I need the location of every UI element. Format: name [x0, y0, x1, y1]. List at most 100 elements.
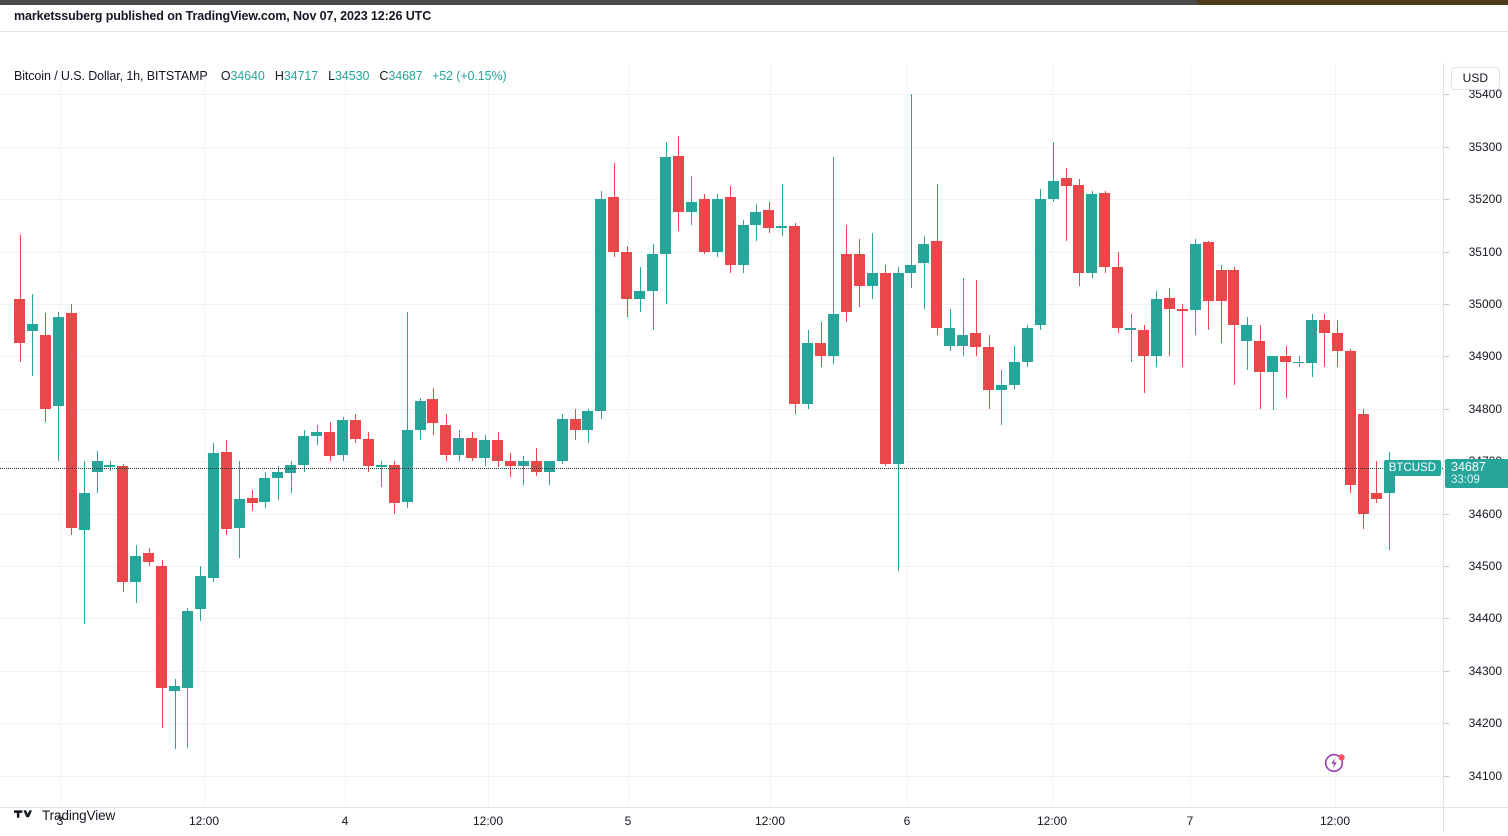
candle-body[interactable]: [402, 429, 413, 503]
candle-body[interactable]: [1164, 297, 1175, 310]
candle-body[interactable]: [1332, 332, 1343, 352]
candle-body[interactable]: [660, 157, 671, 255]
candle-body[interactable]: [1022, 327, 1033, 362]
candle-body[interactable]: [376, 465, 387, 467]
candle-body[interactable]: [130, 555, 141, 582]
candle-body[interactable]: [815, 343, 826, 357]
candle-body[interactable]: [427, 399, 438, 424]
candle-body[interactable]: [944, 327, 955, 346]
candle-body[interactable]: [621, 251, 632, 299]
candle-body[interactable]: [582, 411, 593, 430]
candle-body[interactable]: [867, 272, 878, 286]
candle-body[interactable]: [1009, 361, 1020, 386]
candle-body[interactable]: [27, 323, 38, 332]
candle-body[interactable]: [673, 156, 684, 213]
candle-body[interactable]: [169, 686, 180, 691]
candle-body[interactable]: [466, 437, 477, 459]
candle-body[interactable]: [789, 226, 800, 404]
candle-body[interactable]: [518, 461, 529, 467]
candle-body[interactable]: [53, 317, 64, 407]
candle-body[interactable]: [1267, 356, 1278, 373]
candle-body[interactable]: [1099, 192, 1110, 268]
candle-body[interactable]: [350, 420, 361, 440]
candle-body[interactable]: [1086, 193, 1097, 273]
candle-body[interactable]: [957, 335, 968, 346]
legend-symbol[interactable]: Bitcoin / U.S. Dollar, 1h, BITSTAMP: [14, 69, 208, 83]
price-axis[interactable]: 3540035300352003510035000349003480034700…: [1443, 63, 1508, 807]
candle-body[interactable]: [1073, 184, 1084, 273]
candle-body[interactable]: [234, 498, 245, 529]
candle-body[interactable]: [1358, 414, 1369, 514]
candle-body[interactable]: [570, 419, 581, 430]
chart-plot-area[interactable]: BTCUSD: [0, 63, 1443, 807]
candle-body[interactable]: [544, 461, 555, 472]
candle-body[interactable]: [66, 313, 77, 529]
candle-body[interactable]: [931, 241, 942, 328]
candle-body[interactable]: [208, 453, 219, 578]
candle-body[interactable]: [1177, 309, 1188, 311]
candle-body[interactable]: [92, 461, 103, 472]
candle-body[interactable]: [505, 461, 516, 467]
candle-body[interactable]: [970, 332, 981, 347]
candle-body[interactable]: [195, 576, 206, 609]
candle-body[interactable]: [117, 466, 128, 582]
candle-body[interactable]: [79, 492, 90, 531]
candle-body[interactable]: [156, 565, 167, 688]
candle-body[interactable]: [608, 196, 619, 252]
candle-body[interactable]: [247, 497, 258, 504]
candle-body[interactable]: [492, 440, 503, 462]
candle-body[interactable]: [918, 243, 929, 264]
candle-body[interactable]: [1254, 340, 1265, 373]
candle-body[interactable]: [750, 212, 761, 226]
price-line-symbol-badge[interactable]: BTCUSD: [1383, 460, 1441, 476]
candle-body[interactable]: [479, 440, 490, 459]
candle-body[interactable]: [725, 196, 736, 265]
candle-body[interactable]: [1061, 178, 1072, 187]
candle-body[interactable]: [1035, 199, 1046, 325]
candle-body[interactable]: [259, 477, 270, 503]
candle-body[interactable]: [1203, 242, 1214, 302]
candle-body[interactable]: [1280, 356, 1291, 362]
candle-body[interactable]: [1190, 243, 1201, 311]
current-price-badge[interactable]: 34687 33:09: [1445, 459, 1508, 488]
candle-body[interactable]: [1384, 468, 1395, 493]
candle-body[interactable]: [893, 272, 904, 464]
candle-body[interactable]: [531, 461, 542, 472]
candle-body[interactable]: [776, 226, 787, 229]
candle-body[interactable]: [1138, 330, 1149, 357]
candle-body[interactable]: [763, 209, 774, 229]
candle-body[interactable]: [841, 254, 852, 312]
candle-body[interactable]: [40, 335, 51, 409]
candle-body[interactable]: [440, 424, 451, 455]
candle-body[interactable]: [738, 225, 749, 265]
candle-body[interactable]: [1241, 324, 1252, 341]
candle-body[interactable]: [905, 264, 916, 273]
candle-body[interactable]: [647, 254, 658, 291]
candle-body[interactable]: [802, 343, 813, 404]
candle-body[interactable]: [1306, 319, 1317, 363]
candle-body[interactable]: [272, 471, 283, 478]
candle-body[interactable]: [686, 201, 697, 213]
candle-body[interactable]: [1048, 180, 1059, 200]
candle-body[interactable]: [699, 199, 710, 252]
candle-body[interactable]: [1112, 267, 1123, 328]
candle-body[interactable]: [14, 298, 25, 344]
candle-body[interactable]: [363, 439, 374, 467]
candle-body[interactable]: [983, 346, 994, 391]
candle-body[interactable]: [1216, 269, 1227, 302]
candle-body[interactable]: [311, 431, 322, 437]
currency-button[interactable]: USD: [1450, 67, 1500, 90]
candle-body[interactable]: [143, 552, 154, 562]
candle-body[interactable]: [298, 436, 309, 466]
candle-body[interactable]: [221, 451, 232, 530]
candle-body[interactable]: [453, 437, 464, 455]
candle-body[interactable]: [634, 290, 645, 299]
candle-body[interactable]: [1125, 327, 1136, 331]
chart-legend[interactable]: Bitcoin / U.S. Dollar, 1h, BITSTAMP O346…: [14, 69, 507, 83]
candle-body[interactable]: [337, 420, 348, 455]
candle-body[interactable]: [1293, 361, 1304, 364]
candle-body[interactable]: [415, 400, 426, 430]
candle-body[interactable]: [182, 610, 193, 688]
candle-body[interactable]: [389, 465, 400, 504]
flash-bolt-icon[interactable]: [1323, 750, 1347, 774]
